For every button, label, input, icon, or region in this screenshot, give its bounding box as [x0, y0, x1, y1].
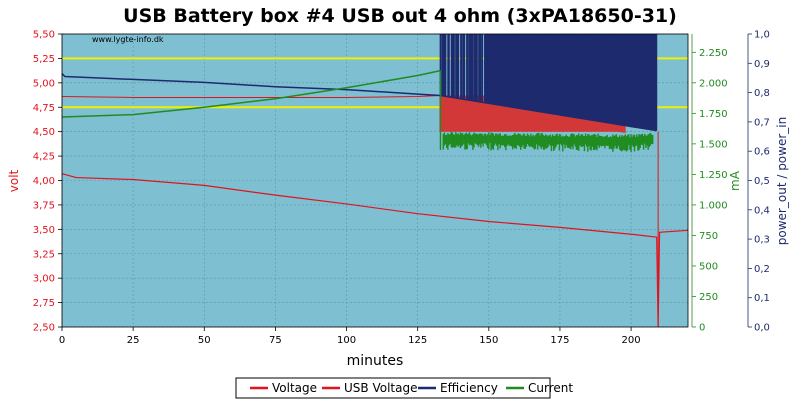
ma-tick-label: 500: [699, 261, 718, 272]
volt-tick-label: 4,25: [33, 152, 55, 163]
ma-tick-label: 2.000: [699, 78, 728, 89]
legend-label: USB Voltage: [344, 381, 417, 395]
ratio-tick-label: 1,0: [754, 30, 770, 41]
ma-tick-label: 2.250: [699, 48, 728, 59]
ratio-tick-label: 0,3: [754, 235, 770, 246]
ma-tick-label: 0: [699, 323, 705, 334]
x-tick-label: 75: [269, 335, 282, 346]
x-tick-label: 175: [550, 335, 569, 346]
ratio-tick-label: 0,5: [754, 176, 770, 187]
x-tick-label: 50: [198, 335, 211, 346]
ma-axis: 0 250 500 750 1.000 1.250 1.500 1.750 2.000 2.250: [691, 34, 728, 334]
volt-tick-label: 5,25: [33, 54, 55, 65]
volt-tick-label: 5,00: [33, 78, 55, 89]
ratio-tick-label: 0,4: [754, 205, 770, 216]
ratio-tick-label: 0,8: [754, 88, 770, 99]
chart-title: USB Battery box #4 USB out 4 ohm (3xPA18…: [123, 5, 677, 27]
volt-axis-label: volt: [7, 169, 21, 192]
plot-area: www.lygte-info.dk: [61, 33, 689, 328]
ma-axis-label: mA: [728, 170, 742, 191]
volt-tick-label: 3,25: [33, 249, 55, 260]
volt-tick-label: 4,75: [33, 103, 55, 114]
ratio-tick-label: 0,0: [754, 323, 770, 334]
volt-tick-label: 3,75: [33, 200, 55, 211]
x-tick-label: 125: [408, 335, 427, 346]
x-tick-label: 100: [337, 335, 356, 346]
ratio-tick-label: 0,1: [754, 293, 770, 304]
x-tick-label: 25: [127, 335, 140, 346]
series-efficiency: [61, 34, 658, 132]
efficiency-line: [61, 73, 657, 132]
legend: Voltage USB Voltage Efficiency Current: [235, 377, 573, 399]
volt-tick-label: 4,00: [33, 176, 55, 187]
x-axis-label: minutes: [347, 353, 404, 369]
ma-tick-label: 1.500: [699, 139, 728, 150]
x-axis: 0 25 50 75 100 125 150 175 200: [59, 327, 641, 346]
ratio-axis-label: power_out / power_in: [775, 117, 789, 245]
volt-tick-label: 2,75: [33, 298, 55, 309]
ma-tick-label: 1.000: [699, 200, 728, 211]
ratio-tick-label: 0,6: [754, 147, 770, 158]
watermark: www.lygte-info.dk: [92, 35, 164, 44]
volt-tick-label: 3,50: [33, 225, 55, 236]
legend-label: Current: [528, 381, 573, 395]
x-tick-label: 0: [59, 335, 65, 346]
ratio-tick-label: 0,2: [754, 264, 770, 275]
ma-tick-label: 750: [699, 231, 718, 242]
x-tick-label: 150: [479, 335, 498, 346]
volt-tick-label: 2,50: [33, 323, 55, 334]
usb-voltage-line: [61, 95, 441, 98]
ma-tick-label: 1.250: [699, 170, 728, 181]
legend-box: [235, 377, 551, 399]
volt-tick-label: 3,00: [33, 274, 55, 285]
volt-tick-label: 4,50: [33, 127, 55, 138]
ma-tick-label: 1.750: [699, 109, 728, 120]
volt-tick-label: 5,50: [33, 30, 55, 41]
x-tick-label: 200: [622, 335, 641, 346]
series-current: [61, 69, 654, 153]
legend-label: Efficiency: [440, 381, 498, 395]
ma-tick-label: 250: [699, 292, 718, 303]
voltage-line: [61, 173, 689, 328]
ratio-axis: 0,0 0,1 0,2 0,3 0,4 0,5 0,6 0,7 0,8 0,9 1,0: [747, 30, 770, 334]
current-line: [61, 69, 441, 118]
ratio-tick-label: 0,7: [754, 117, 770, 128]
ratio-tick-label: 0,9: [754, 59, 770, 70]
volt-axis: 2,50 2,75 3,00 3,25 3,50 3,75 4,00 4,25 4,50 4,75…: [33, 30, 62, 334]
legend-label: Voltage: [272, 381, 317, 395]
